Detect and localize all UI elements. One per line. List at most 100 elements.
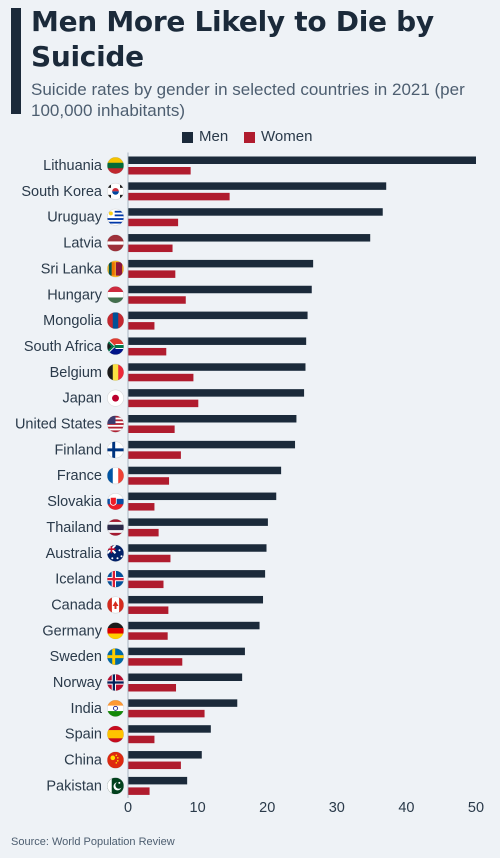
bar-men: [128, 776, 188, 785]
category-label: Japan: [62, 391, 102, 407]
bar-women: [128, 218, 179, 227]
iceland-flag-icon: [107, 570, 125, 588]
norway-flag-icon: [107, 673, 125, 691]
category-label: Sweden: [50, 649, 102, 665]
category-label: Uruguay: [47, 210, 103, 226]
bar-women: [128, 167, 191, 175]
bar-women: [128, 787, 150, 795]
x-tick-label: 0: [124, 800, 132, 816]
title-accent-bar: [11, 8, 21, 114]
category-label: Latvia: [63, 236, 103, 252]
bar-women: [128, 684, 177, 692]
x-tick-label: 30: [329, 800, 345, 816]
bar-men: [128, 725, 211, 733]
bar-women: [128, 451, 181, 459]
pakistan-flag-icon: [107, 777, 125, 795]
category-label: Finland: [54, 442, 102, 458]
united-states-flag-icon: [107, 415, 125, 433]
germany-flag-icon: [107, 622, 125, 640]
legend-label-women: Women: [261, 128, 313, 145]
sri-lanka-flag-icon: [107, 260, 125, 278]
bar-men: [128, 208, 383, 216]
category-label: Sri Lanka: [41, 261, 103, 277]
bar-row: Belgium: [50, 363, 306, 382]
bar-men: [128, 544, 267, 552]
bar-women: [128, 735, 155, 744]
bar-row: Slovakia: [47, 492, 277, 511]
bar-women: [128, 606, 169, 614]
bar-men: [128, 621, 260, 630]
uruguay-flag-icon: [107, 208, 125, 226]
bar-men: [128, 673, 243, 681]
bar-women: [128, 528, 159, 537]
bar-women: [128, 503, 155, 511]
bar-women: [128, 761, 181, 770]
bar-row: France: [57, 466, 282, 485]
bar-row: Uruguay: [47, 208, 383, 227]
bar-men: [128, 337, 307, 345]
x-tick-label: 20: [259, 800, 275, 816]
category-label: Lithuania: [43, 158, 103, 174]
south-korea-flag-icon: [107, 182, 125, 200]
slovakia-flag-icon: [107, 493, 125, 511]
bar-men: [128, 259, 314, 268]
india-flag-icon: [107, 699, 125, 717]
japan-flag-icon: [107, 389, 125, 407]
category-label: Pakistan: [46, 778, 102, 794]
category-label: India: [71, 701, 103, 717]
spain-flag-icon: [107, 725, 125, 743]
category-label: Norway: [53, 675, 103, 691]
chart-subtitle: Suicide rates by gender in selected coun…: [31, 80, 465, 120]
lithuania-flag-icon: [107, 157, 125, 175]
bar-men: [128, 285, 312, 294]
bar-women: [128, 554, 171, 563]
bar-women: [128, 709, 205, 718]
category-label: Iceland: [55, 572, 102, 588]
legend-swatch-women: [244, 132, 255, 143]
bar-men: [128, 647, 245, 656]
australia-flag-icon: [107, 544, 125, 562]
bar-men: [128, 751, 202, 759]
bar-row: Sweden: [50, 647, 245, 666]
bar-row: Norway: [53, 673, 243, 692]
category-label: South Africa: [24, 339, 103, 355]
finland-flag-icon: [107, 441, 125, 459]
bar-men: [128, 699, 238, 707]
bar-women: [128, 580, 164, 589]
bar-row: India: [71, 699, 238, 718]
legend-label-men: Men: [199, 128, 229, 145]
sweden-flag-icon: [107, 648, 125, 666]
category-label: France: [57, 468, 102, 484]
mongolia-flag-icon: [107, 312, 125, 330]
bar-women: [128, 658, 183, 666]
category-label: Germany: [42, 623, 102, 639]
category-label: South Korea: [21, 184, 103, 200]
bar-men: [128, 466, 282, 475]
bar-women: [128, 477, 170, 485]
x-tick-label: 10: [190, 800, 206, 816]
bar-row: Pakistan: [46, 776, 188, 795]
bar-men: [128, 440, 296, 449]
legend-swatch-men: [182, 132, 193, 143]
bar-men: [128, 415, 297, 423]
category-label: Belgium: [50, 365, 102, 381]
canada-flag-icon: [107, 596, 125, 614]
bar-women: [128, 373, 194, 382]
bar-women: [128, 425, 175, 433]
bar-row: South Korea: [21, 182, 387, 201]
x-tick-label: 40: [398, 800, 414, 816]
bar-row: Iceland: [55, 570, 266, 589]
category-label: Slovakia: [47, 494, 103, 510]
bar-row: Japan: [62, 389, 305, 408]
bar-row: Sri Lanka: [41, 259, 314, 278]
bar-women: [128, 270, 176, 278]
thailand-flag-icon: [107, 518, 125, 536]
bar-row: Mongolia: [43, 311, 308, 330]
bar-row: Latvia: [63, 234, 371, 253]
bar-men: [128, 234, 371, 242]
south-africa-flag-icon: [107, 337, 125, 355]
bar-row: Australia: [46, 544, 267, 563]
china-flag-icon: [107, 751, 125, 769]
bar-women: [128, 347, 167, 356]
belgium-flag-icon: [107, 363, 125, 381]
